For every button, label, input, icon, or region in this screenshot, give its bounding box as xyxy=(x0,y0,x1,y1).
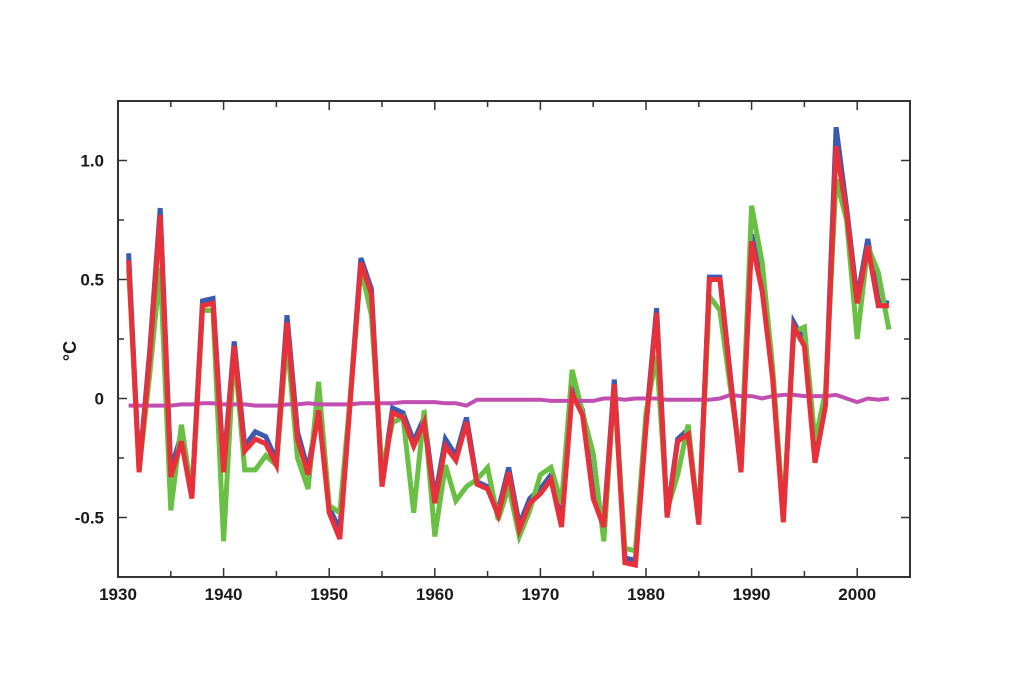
series-line-4 xyxy=(126,145,889,569)
x-tick-label: 1950 xyxy=(310,585,348,604)
x-axis-ticks: 1930 1940 1950 1960 1970 1980 1990 2000 xyxy=(99,101,911,604)
x-tick-label: 1960 xyxy=(416,585,454,604)
x-tick-label: 1990 xyxy=(733,585,771,604)
y-tick-label: 0.5 xyxy=(80,271,104,290)
x-tick-label: 1930 xyxy=(99,585,137,604)
x-tick-label: 2000 xyxy=(838,585,876,604)
x-tick-label: 1980 xyxy=(627,585,665,604)
y-axis-ticks: -0.5 0 0.5 1.0 xyxy=(75,100,910,578)
y-tick-label: -0.5 xyxy=(75,509,104,528)
y-tick-label: 0 xyxy=(95,390,104,409)
y-axis-title: °C xyxy=(60,341,80,361)
series-line-3 xyxy=(128,392,890,408)
series-line-2 xyxy=(126,178,892,554)
y-tick-label: 1.0 xyxy=(80,152,104,171)
series-layer xyxy=(126,126,892,569)
x-tick-label: 1970 xyxy=(521,585,559,604)
x-tick-label: 1940 xyxy=(205,585,243,604)
